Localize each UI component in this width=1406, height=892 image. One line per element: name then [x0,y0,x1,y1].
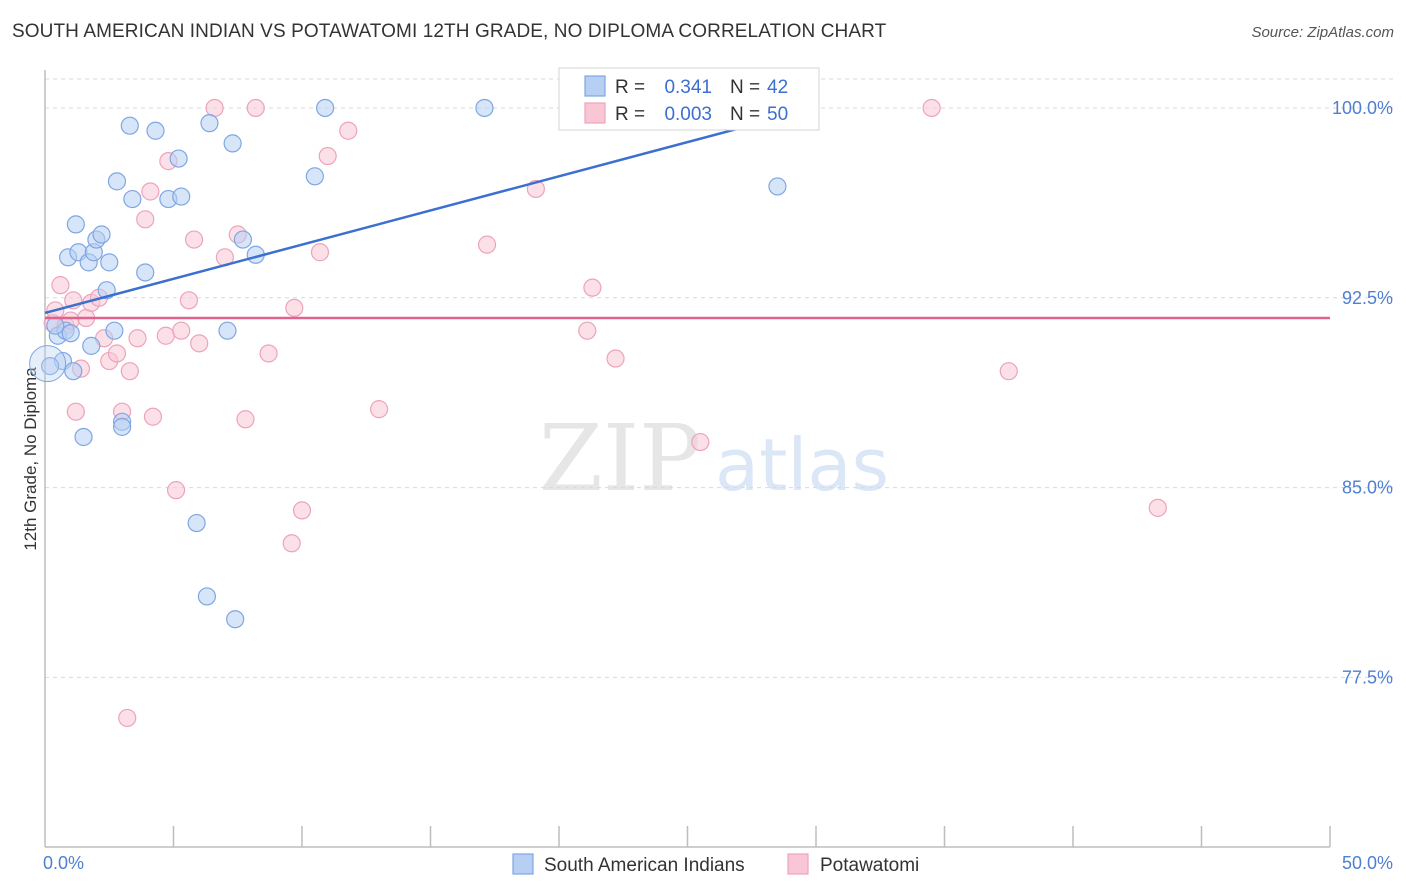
south-american-indians-point [200,114,219,133]
legend-r-label-pink: R = [615,104,645,125]
legend-swatch-blue [584,75,606,97]
potawatomi-point [141,182,160,201]
potawatomi-point [190,334,209,353]
potawatomi-point [339,121,358,140]
south-american-indians-point [107,172,127,191]
y-tick-label: 85.0% [1342,478,1393,498]
potawatomi-point [282,534,301,553]
legend-r-label-blue: R = [615,77,645,98]
south-american-indians-point [172,187,191,206]
south-american-indians-point [233,230,252,249]
potawatomi-point [172,321,191,340]
south-american-indians-point [105,321,124,340]
south-american-indians-point [768,177,787,196]
potawatomi-points [43,98,1167,728]
bottom-legend: South American Indians Potawatomi [512,853,919,876]
potawatomi-point [136,210,155,229]
x-axis-ticks [172,826,1331,847]
potawatomi-point [578,321,597,340]
legend-n-label-blue: N = [730,77,760,98]
potawatomi-point [156,326,175,345]
bottom-legend-label-blue: South American Indians [544,855,745,876]
potawatomi-point [246,98,265,118]
legend-n-value-pink: 50 [767,104,788,125]
chart-title: SOUTH AMERICAN INDIAN VS POTAWATOMI 12TH… [12,21,887,42]
south-american-indians-point [146,121,165,140]
bottom-legend-label-pink: Potawatomi [820,855,919,876]
south-american-indians-point [226,610,245,629]
potawatomi-point [1148,498,1167,517]
south-american-indians-point [61,324,80,343]
potawatomi-point [606,349,625,368]
south-american-indians-point [112,417,132,436]
potawatomi-point [310,243,330,262]
potawatomi-point [285,298,304,318]
south-american-indians-point [218,321,237,340]
x-tick-label-max: 50.0% [1342,853,1393,873]
south-american-indians-point [64,362,83,381]
potawatomi-point [120,362,139,381]
source-credit: Source: ZipAtlas.com [1251,24,1394,41]
potawatomi-point [922,98,941,118]
bottom-legend-swatch-pink [787,853,809,875]
legend-n-label-pink: N = [730,104,760,125]
south-american-indians-point [41,357,60,376]
y-tick-labels: 77.5% 85.0% 92.5% 100.0% [1332,98,1393,687]
y-tick-label: 92.5% [1342,288,1393,308]
bottom-legend-swatch-blue [512,853,534,875]
watermark-atlas: atlas [715,423,889,507]
south-american-indians-point [74,427,93,447]
potawatomi-point [166,481,186,500]
y-tick-label: 77.5% [1342,667,1393,687]
south-american-indians-point [123,189,142,209]
potawatomi-point [205,98,224,118]
top-legend: R = 0.341 N = 42 R = 0.003 N = 50 [558,67,820,131]
south-american-indians-trend-line [44,106,817,315]
legend-r-value-blue: 0.341 [664,77,712,98]
potawatomi-point [259,344,278,363]
potawatomi-point [583,278,602,297]
trend-lines [44,106,1330,320]
south-american-indians-point [223,134,242,153]
potawatomi-point [370,400,389,419]
south-american-indians-point [475,98,494,118]
potawatomi-point [236,410,255,429]
south-american-indians-point [197,587,217,606]
south-american-indians-point [100,253,119,272]
south-american-indians-point [46,316,65,335]
legend-n-value-blue: 42 [767,77,788,98]
potawatomi-point [66,402,85,421]
south-american-indians-point [305,167,324,186]
y-tick-label: 100.0% [1332,98,1393,118]
watermark-zip: ZIP [539,405,701,512]
potawatomi-point [292,501,312,520]
potawatomi-point [999,362,1018,381]
gridlines [45,78,1393,678]
potawatomi-point [118,708,137,728]
potawatomi-point [477,235,497,254]
legend-r-value-pink: 0.003 [664,104,712,125]
potawatomi-point [128,329,147,348]
potawatomi-point [691,432,710,452]
south-american-indians-point [187,513,206,533]
potawatomi-point [184,230,204,249]
south-american-indians-point [82,336,101,355]
south-american-indians-point [92,225,111,244]
potawatomi-point [318,146,337,166]
potawatomi-point [107,344,127,363]
y-axis-title: 12th Grade, No Diploma [21,367,40,551]
potawatomi-point [179,291,199,310]
south-american-indians-points [29,98,787,629]
potawatomi-point [143,407,163,426]
south-american-indians-point [120,116,139,135]
potawatomi-point [51,276,70,295]
legend-swatch-pink [584,102,606,124]
x-tick-label-min: 0.0% [43,853,84,873]
south-american-indians-point [316,98,335,118]
south-american-indians-cluster-point [29,345,67,383]
south-american-indians-point [136,263,155,282]
south-american-indians-point [66,215,85,234]
south-american-indians-point [169,149,188,168]
